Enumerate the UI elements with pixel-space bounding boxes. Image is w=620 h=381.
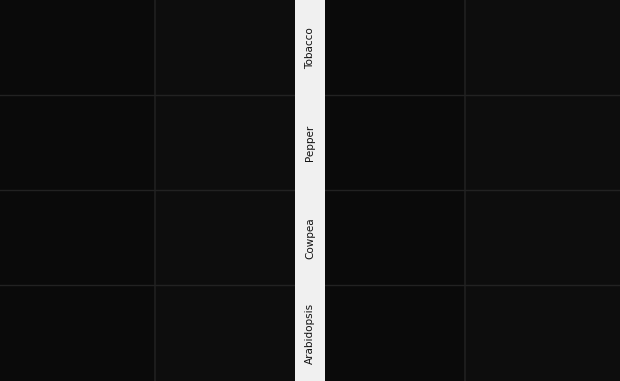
Bar [0,0,155,381]
Bar [325,0,465,381]
Bar [155,0,295,381]
Text: Tobacco: Tobacco [305,27,315,69]
Text: Cowpea: Cowpea [305,217,315,259]
Text: Pepper: Pepper [305,125,315,161]
Text: Arabidopsis: Arabidopsis [305,303,315,363]
Bar [465,0,620,381]
Bar [295,0,325,381]
